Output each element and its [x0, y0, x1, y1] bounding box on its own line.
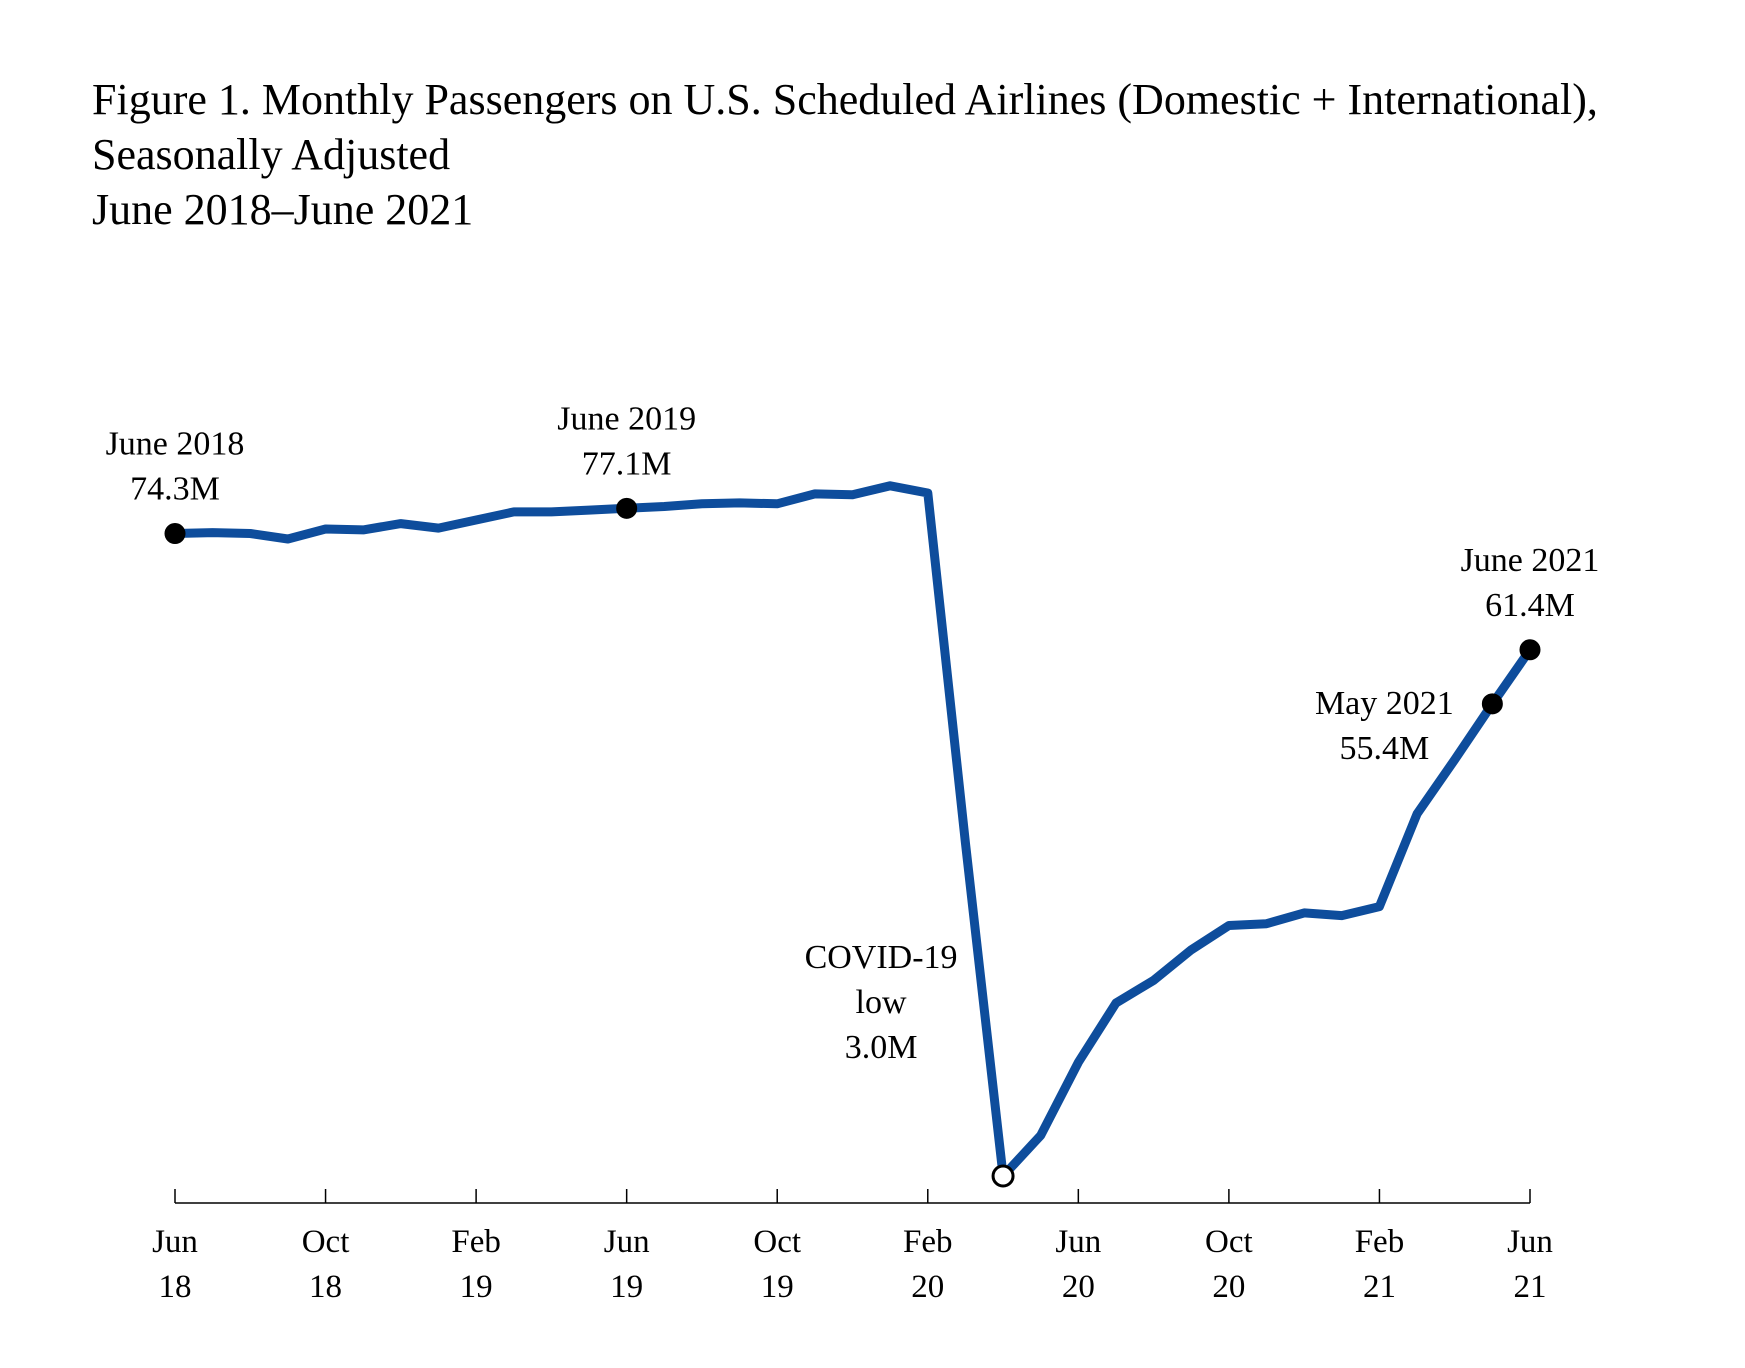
x-tick-label-month-3: Jun: [604, 1224, 650, 1260]
x-tick-label-year-3: 19: [610, 1269, 643, 1305]
x-tick-label-month-1: Oct: [302, 1224, 350, 1260]
x-tick-label-month-8: Feb: [1355, 1224, 1405, 1260]
annotation-layer: June 2018 74.3M June 2019 77.1M COVID-19 low 3…: [106, 400, 1600, 1066]
chart-title-line-3: June 2018–June 2021: [92, 185, 474, 234]
x-tick-label-year-4: 19: [761, 1269, 794, 1305]
x-tick-label-month-7: Oct: [1205, 1224, 1253, 1260]
point-marker-3: [1481, 693, 1503, 715]
series-layer: [170, 481, 1535, 1181]
x-tick-label-year-9: 21: [1514, 1269, 1547, 1305]
annotation-4-line-1: 61.4M: [1485, 587, 1575, 624]
series-line: [170, 481, 1535, 1181]
x-axis: Jun 18 Oct 18 Feb 19 Jun 19 Oct 19 Feb 20 Jun 20 Oct 20…: [152, 1189, 1553, 1305]
point-marker-0: [164, 523, 186, 545]
annotation-3-line-1: 55.4M: [1339, 730, 1429, 767]
x-tick-label-year-5: 20: [911, 1269, 944, 1305]
x-tick-label-year-2: 19: [460, 1269, 493, 1305]
annotation-3-line-0: May 2021: [1315, 685, 1454, 722]
x-tick-label-year-6: 20: [1062, 1269, 1095, 1305]
x-tick-label-year-8: 21: [1363, 1269, 1396, 1305]
x-tick-label-year-0: 18: [159, 1269, 192, 1305]
annotation-0-line-1: 74.3M: [130, 471, 220, 508]
annotation-1-line-1: 77.1M: [582, 445, 672, 482]
annotation-2-line-1: low: [856, 984, 907, 1021]
chart-title: Figure 1. Monthly Passengers on U.S. Sch…: [92, 72, 1598, 237]
annotation-4-line-0: June 2021: [1461, 542, 1600, 579]
chart-title-line-2: Seasonally Adjusted: [92, 130, 451, 179]
x-tick-label-month-5: Feb: [903, 1224, 953, 1260]
annotation-2-line-0: COVID-19: [805, 939, 958, 976]
x-tick-label-month-0: Jun: [152, 1224, 198, 1260]
marker-layer: [164, 497, 1541, 1188]
annotation-2-line-2: 3.0M: [845, 1029, 918, 1066]
x-tick-label-month-9: Jun: [1507, 1224, 1553, 1260]
annotation-1-line-0: June 2019: [557, 400, 696, 437]
x-tick-label-year-7: 20: [1212, 1269, 1245, 1305]
x-tick-label-month-4: Oct: [753, 1224, 801, 1260]
x-tick-label-month-6: Jun: [1055, 1224, 1101, 1260]
x-tick-label-month-2: Feb: [451, 1224, 501, 1260]
point-marker-1: [616, 497, 638, 519]
x-tick-label-year-1: 18: [309, 1269, 342, 1305]
point-marker-4: [1519, 639, 1541, 661]
annotation-0-line-0: June 2018: [106, 426, 245, 463]
point-marker-2: [991, 1164, 1015, 1188]
chart-title-line-1: Figure 1. Monthly Passengers on U.S. Sch…: [92, 75, 1598, 124]
